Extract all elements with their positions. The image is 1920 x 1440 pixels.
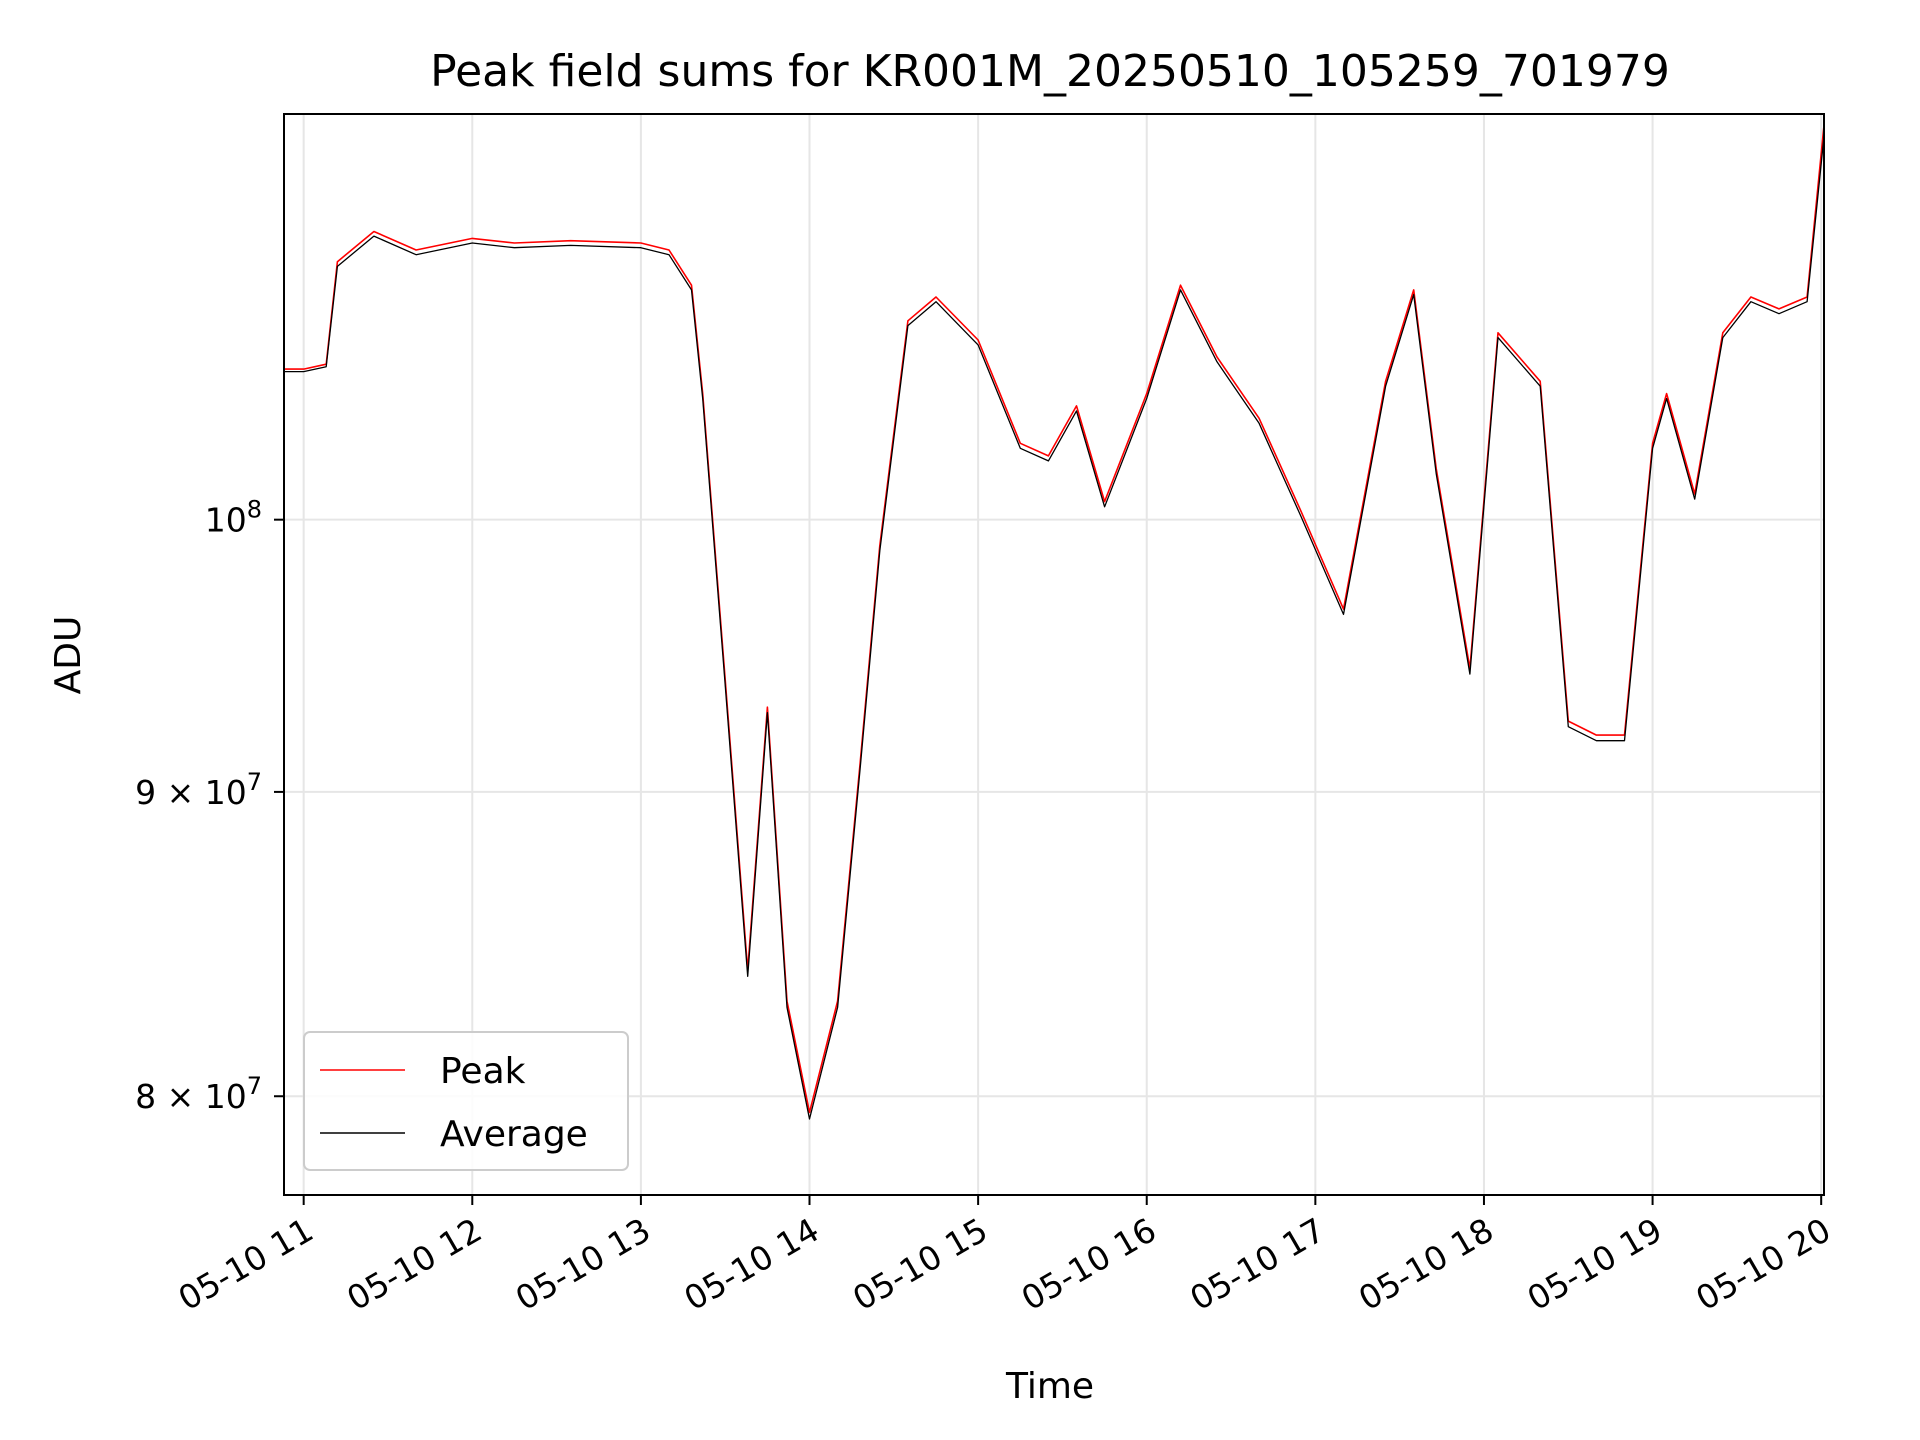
y-tick-label: 8 × 107 — [135, 1072, 262, 1116]
y-tick-label: 9 × 107 — [135, 768, 262, 812]
plot-frame — [283, 113, 1825, 1196]
x-tick-label: 05-10 19 — [1521, 1210, 1669, 1318]
legend-peak-label: Peak — [440, 1051, 526, 1092]
x-tick-label: 05-10 15 — [846, 1210, 994, 1318]
y-axis: 8 × 107 9 × 107 108 — [135, 496, 284, 1116]
x-axis-title: Time — [1005, 1366, 1094, 1407]
x-tick-label: 05-10 20 — [1689, 1210, 1837, 1318]
series-line-average — [284, 136, 1825, 1120]
series-line-peak — [284, 125, 1825, 1114]
x-tick-label: 05-10 14 — [678, 1210, 826, 1318]
y-axis-title: ADU — [48, 616, 89, 695]
y-tick-label: 108 — [205, 496, 262, 540]
legend-average-label: Average — [440, 1114, 588, 1155]
legend-box — [303, 1031, 629, 1171]
x-tick-label: 05-10 12 — [340, 1210, 488, 1318]
x-tick-label: 05-10 11 — [172, 1210, 320, 1318]
x-tick-label: 05-10 18 — [1352, 1210, 1500, 1318]
x-tick-label: 05-10 13 — [509, 1210, 657, 1318]
series-layer — [284, 125, 1825, 1120]
chart-title: Peak field sums for KR001M_20250510_1052… — [430, 46, 1670, 97]
x-tick-label: 05-10 17 — [1183, 1210, 1331, 1318]
legend: Peak Average — [303, 1031, 629, 1171]
x-tick-label: 05-10 16 — [1015, 1210, 1163, 1318]
x-axis: 05-10 11 05-10 12 05-10 13 05-10 14 05-10 15… — [172, 1195, 1837, 1318]
